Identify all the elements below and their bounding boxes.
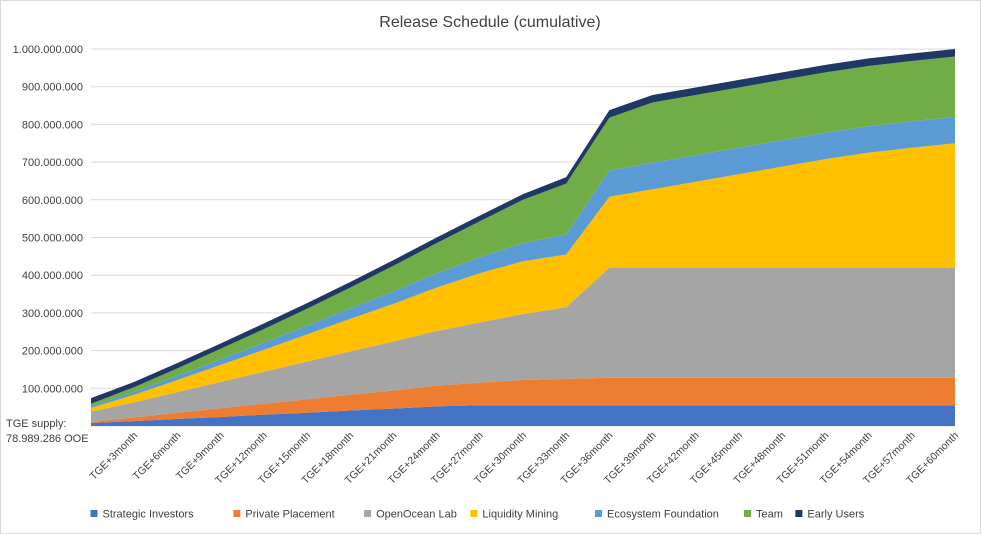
y-tick-label: 800.000.000 — [22, 119, 83, 131]
y-tick-label: 700.000.000 — [22, 157, 83, 169]
legend-label-early-users: Early Users — [807, 509, 864, 521]
area-team — [91, 56, 955, 407]
area-strategic-investors — [91, 405, 955, 426]
y-tick-label: 100.000.000 — [22, 383, 83, 395]
area-early-users — [91, 49, 955, 404]
area-private-placement — [91, 377, 955, 423]
legend-swatch-private-placement — [233, 510, 241, 517]
stacked-areas — [91, 49, 955, 426]
legend-swatch-team — [744, 510, 751, 517]
y-tick-label: 1.000.000.000 — [13, 44, 83, 56]
legend-label-openocean-lab: OpenOcean Lab — [376, 509, 457, 521]
legend-label-private-placement: Private Placement — [245, 509, 334, 521]
y-tick-label: 200.000.000 — [22, 346, 83, 358]
legend-swatch-strategic-investors — [90, 510, 98, 517]
y-tick-label: 600.000.000 — [22, 195, 83, 207]
legend-label-team: Team — [756, 509, 783, 521]
x-axis-ticks: TGE+3monthTGE+6monthTGE+9monthTGE+12mont… — [87, 430, 961, 487]
legend-swatch-liquidity-mining — [470, 510, 478, 517]
legend-label-ecosystem-foundation: Ecosystem Foundation — [607, 509, 719, 521]
y-tick-label: 900.000.000 — [22, 82, 83, 94]
legend: Strategic Investors Private Placement Open… — [90, 509, 865, 521]
y-tick-label: 300.000.000 — [22, 308, 83, 320]
legend-swatch-ecosystem-foundation — [595, 510, 602, 517]
legend-swatch-early-users — [795, 510, 803, 517]
y-tick-label: 500.000.000 — [22, 233, 83, 245]
y-axis-ticks: 1.000.000.000 900.000.000 800.000.000 700.0… — [13, 44, 83, 395]
tge-supply-label: TGE supply: — [6, 418, 67, 430]
y-tick-label: 400.000.000 — [22, 270, 83, 282]
legend-label-liquidity-mining: Liquidity Mining — [482, 509, 558, 521]
area-ecosystem-foundation — [91, 116, 955, 408]
area-liquidity-mining — [91, 143, 955, 412]
legend-label-strategic-investors: Strategic Investors — [103, 509, 195, 521]
chart-title: Release Schedule (cumulative) — [379, 14, 600, 31]
tge-supply-value: 78.989.286 OOE — [6, 433, 89, 445]
area-openocean-lab — [91, 267, 955, 422]
legend-swatch-openocean-lab — [364, 510, 372, 517]
